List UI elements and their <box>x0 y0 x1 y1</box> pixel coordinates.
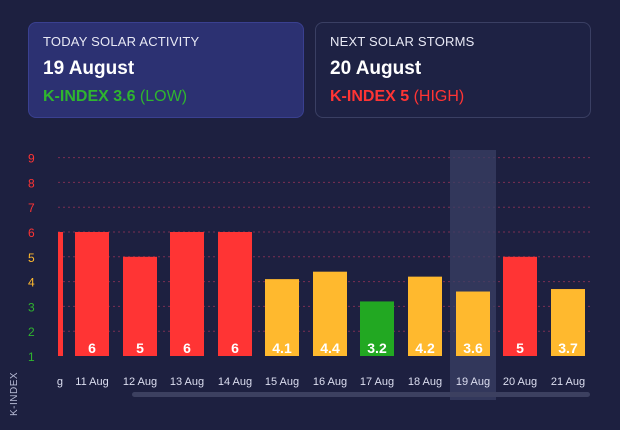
bar <box>503 256 537 356</box>
next-solar-storms-card: NEXT SOLAR STORMS 20 August K-INDEX 5 (H… <box>315 22 591 118</box>
bar <box>313 271 347 356</box>
x-tick-label: 17 Aug <box>360 376 394 388</box>
next-date: 20 August <box>330 58 422 79</box>
bar <box>408 276 442 356</box>
chart-horizontal-scrollbar[interactable] <box>132 392 590 397</box>
x-tick-label: 19 Aug <box>456 376 490 388</box>
bar-value-label: 5 <box>136 340 144 356</box>
y-tick-label: 7 <box>28 201 35 215</box>
bar <box>551 289 585 356</box>
x-tick-label: 14 Aug <box>218 376 252 388</box>
x-tick-label: 15 Aug <box>265 376 299 388</box>
x-tick-label: 16 Aug <box>313 376 347 388</box>
next-kindex-value: K-INDEX 5 <box>330 88 410 105</box>
today-date: 19 August <box>43 58 135 79</box>
y-tick-label: 8 <box>28 176 35 190</box>
y-tick-label: 3 <box>28 300 35 314</box>
bar <box>360 301 394 356</box>
y-tick-label: 9 <box>28 152 35 166</box>
bar <box>75 232 109 356</box>
x-tick-label: 21 Aug <box>551 376 585 388</box>
bar-value-label: 6 <box>88 340 96 356</box>
bar-value-label: 6 <box>183 340 191 356</box>
bar-value-label: 3.6 <box>463 340 483 356</box>
bar-value-label: 3.2 <box>367 340 387 356</box>
x-tick-label: 12 Aug <box>123 376 157 388</box>
bar <box>218 232 252 356</box>
today-kindex-value: K-INDEX 3.6 <box>43 88 136 105</box>
x-tick-label: 13 Aug <box>170 376 204 388</box>
bar <box>123 256 157 356</box>
y-tick-label: 2 <box>28 325 35 339</box>
bar <box>265 279 299 356</box>
x-tick-label: 18 Aug <box>408 376 442 388</box>
bar-value-label: 6 <box>231 340 239 356</box>
kindex-bar-chart: 1 2 3 4 5 6 7 8 9 6 5 6 6 4.1 4.4 3.2 4.2 3.6 5 3.7 g 11 Aug 1… <box>28 150 590 400</box>
bar-value-label: 4.2 <box>415 340 435 356</box>
next-heading: NEXT SOLAR STORMS <box>330 34 475 49</box>
y-tick-label: 1 <box>28 350 35 364</box>
y-axis-title: K-INDEX <box>9 371 20 417</box>
y-tick-label: 6 <box>28 226 35 240</box>
today-solar-activity-card: TODAY SOLAR ACTIVITY 19 August K-INDEX 3… <box>28 22 304 118</box>
next-kindex-level: (HIGH) <box>413 88 465 105</box>
today-kindex: K-INDEX 3.6 (LOW) <box>43 88 289 106</box>
today-highlight-column <box>450 150 496 400</box>
x-tick-label: 11 Aug <box>75 376 108 388</box>
bar-value-label: 3.7 <box>558 340 578 356</box>
today-heading: TODAY SOLAR ACTIVITY <box>43 34 200 49</box>
y-tick-label: 5 <box>28 251 35 265</box>
bar <box>170 232 204 356</box>
bar-value-label: 5 <box>516 340 524 356</box>
next-kindex: K-INDEX 5 (HIGH) <box>330 88 576 106</box>
x-tick-label: 20 Aug <box>503 376 537 388</box>
bar-value-label: 4.1 <box>272 340 292 356</box>
bar-value-label: 4.4 <box>320 340 340 356</box>
bar <box>58 232 63 356</box>
y-tick-label: 4 <box>28 276 35 290</box>
today-kindex-level: (LOW) <box>139 88 188 105</box>
bar <box>456 291 490 356</box>
x-tick-label: g <box>57 376 63 388</box>
